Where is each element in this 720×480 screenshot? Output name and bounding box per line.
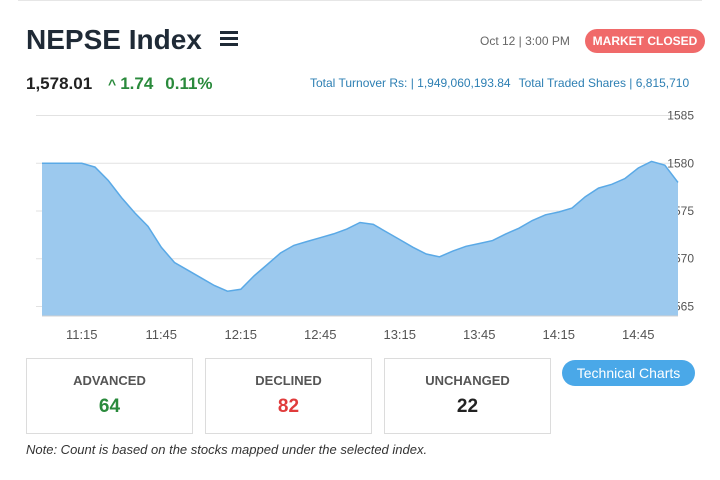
x-tick-label: 13:45 [463, 327, 496, 342]
x-tick-label: 12:45 [304, 327, 337, 342]
change-points: 1.74 [120, 74, 154, 93]
y-tick-label: 1585 [667, 109, 694, 123]
x-tick-label: 11:15 [66, 327, 98, 342]
x-tick-label: 14:45 [622, 327, 655, 342]
declined-count: 82 [277, 396, 300, 417]
advanced-card: ADVANCED 64 [26, 358, 193, 434]
index-change: ^ 1.74 0.11% [108, 74, 213, 94]
unchanged-card: UNCHANGED 22 [384, 358, 551, 434]
technical-charts-button[interactable]: Technical Charts [562, 360, 695, 386]
index-line [42, 160, 679, 292]
total-traded-shares: Total Traded Shares | 6,815,710 [518, 76, 690, 90]
declined-label: DECLINED [255, 373, 322, 388]
x-tick-label: 11:45 [145, 327, 177, 342]
menu-icon[interactable] [220, 31, 238, 47]
index-value: 1,578.01 [26, 74, 93, 93]
x-tick-label: 13:15 [383, 327, 416, 342]
total-turnover: Total Turnover Rs: | 1,949,060,193.84 [310, 76, 511, 90]
footnote: Note: Count is based on the stocks mappe… [26, 442, 428, 457]
advanced-count: 64 [98, 396, 121, 417]
up-arrow-icon: ^ [108, 76, 117, 92]
market-stats: Total Turnover Rs: | 1,949,060,193.84 Tot… [310, 76, 689, 90]
unchanged-label: UNCHANGED [425, 373, 510, 388]
page-title: NEPSE Index [26, 24, 202, 55]
y-tick-label: 1580 [667, 156, 694, 170]
market-datetime: Oct 12 | 3:00 PM [480, 34, 570, 48]
unchanged-count: 22 [456, 396, 479, 417]
change-percent: 0.11% [165, 74, 213, 93]
x-tick-label: 14:15 [542, 327, 575, 342]
advanced-label: ADVANCED [73, 373, 146, 388]
top-divider [18, 0, 702, 1]
index-area [42, 161, 678, 316]
market-status-badge: MARKET CLOSED [585, 29, 705, 53]
declined-card: DECLINED 82 [205, 358, 372, 434]
x-tick-label: 12:15 [224, 327, 257, 342]
